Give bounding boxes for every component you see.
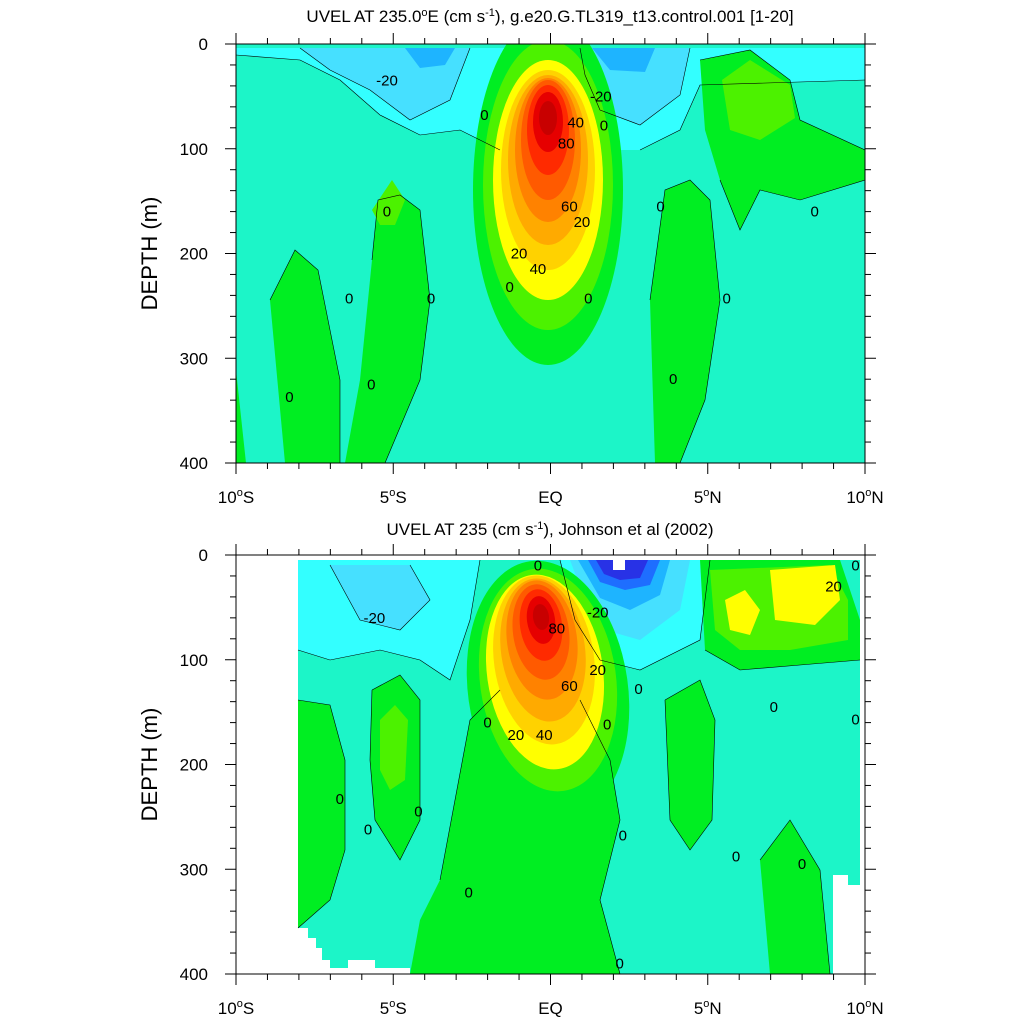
contour-lines-bottom — [297, 559, 861, 974]
contour-label: 0 — [656, 198, 664, 215]
contour-level-top — [539, 101, 557, 135]
y-tick-label: 400 — [180, 965, 208, 984]
contour-pos-region-top — [372, 180, 405, 225]
contour-lines-top — [236, 47, 865, 463]
contour-label: 0 — [669, 371, 677, 388]
contour-pos-region-bottom — [665, 680, 715, 850]
x-tick-label: 10oN — [846, 487, 883, 507]
y-tick-label: 100 — [180, 651, 208, 670]
contour-label: 0 — [345, 291, 353, 308]
contour-neg-region-top — [405, 48, 455, 68]
euc-core-top — [473, 44, 623, 365]
contour-label: 40 — [567, 115, 584, 132]
contour-label: 0 — [619, 828, 627, 845]
contour-label: 0 — [603, 717, 611, 734]
x-tick-label: 10oS — [218, 487, 254, 507]
contour-label: 0 — [851, 711, 859, 728]
contour-label: 80 — [558, 136, 575, 153]
contour-pos-region-top — [650, 180, 720, 463]
missing-data-region — [613, 560, 625, 570]
y-tick-label: 0 — [199, 546, 208, 565]
contour-label: 40 — [530, 261, 547, 278]
contour-pos-region-bottom — [770, 565, 840, 625]
contour-label: 0 — [383, 204, 391, 221]
x-tick-label: 10oN — [846, 998, 883, 1018]
contour-label: 0 — [465, 884, 473, 901]
panel-bottom: UVEL AT 235 (cm s-1), Johnson et al (200… — [236, 520, 865, 974]
contour-pos-region-bottom — [298, 700, 345, 928]
contour-label: 0 — [534, 557, 542, 574]
contour-label: 0 — [851, 557, 859, 574]
contour-label: 20 — [511, 246, 528, 263]
contour-label: 20 — [589, 662, 606, 679]
contour-label: 0 — [634, 681, 642, 698]
x-tick-label: 5oS — [380, 998, 407, 1018]
y-axis-label: DEPTH (m) — [137, 197, 162, 311]
chart-title-bottom: UVEL AT 235 (cm s-1), Johnson et al (200… — [387, 520, 714, 539]
contour-label: -20 — [376, 73, 398, 90]
euc-core-bottom — [466, 560, 630, 820]
contour-label: -20 — [364, 610, 386, 627]
contour-label: 20 — [574, 214, 591, 231]
contour-label: 0 — [285, 389, 293, 406]
y-tick-label: 300 — [180, 860, 208, 879]
contour-label: 80 — [548, 620, 565, 637]
contour-pos-region-top — [345, 195, 430, 463]
contour-label: 0 — [600, 118, 608, 135]
y-tick-label: 300 — [180, 349, 208, 368]
contour-pos-region-top — [722, 60, 795, 140]
chart-title-top: UVEL AT 235.0oE (cm s-1), g.e20.G.TL319_… — [306, 7, 793, 26]
contour-label: 0 — [732, 849, 740, 866]
contour-label: 0 — [483, 715, 491, 732]
contour-pos-region-top — [270, 250, 340, 463]
contour-neg-region-top — [592, 48, 655, 72]
contour-pos-region-bottom — [725, 590, 760, 635]
y-tick-label: 100 — [180, 140, 208, 159]
contour-label: 0 — [505, 279, 513, 296]
contour-label: 40 — [536, 727, 553, 744]
contour-label: 0 — [584, 291, 592, 308]
contour-pos-region-bottom — [760, 820, 830, 974]
contour-label: 0 — [811, 204, 819, 221]
contour-label: 0 — [798, 856, 806, 873]
contour-label: 60 — [561, 198, 578, 215]
contour-label: -20 — [590, 88, 612, 105]
contour-label: 0 — [336, 791, 344, 808]
y-tick-label: 200 — [180, 245, 208, 264]
y-axis-label: DEPTH (m) — [137, 708, 162, 822]
contour-label: 0 — [364, 821, 372, 838]
contour-neg-region-bottom — [330, 565, 430, 630]
y-tick-label: 200 — [180, 756, 208, 775]
x-tick-label: 10oS — [218, 998, 254, 1018]
contour-label: 0 — [367, 376, 375, 393]
contour-label: 0 — [427, 291, 435, 308]
contour-label: 0 — [770, 699, 778, 716]
y-tick-label: 0 — [199, 35, 208, 54]
x-tick-label: EQ — [538, 488, 563, 507]
contour-field-bottom — [236, 555, 865, 974]
x-tick-label: 5oS — [380, 487, 407, 507]
x-tick-label: EQ — [538, 999, 563, 1018]
contour-label: 0 — [480, 107, 488, 124]
contour-field-top — [236, 44, 865, 463]
contour-level-bottom — [532, 604, 550, 630]
contour-label: 0 — [722, 291, 730, 308]
contour-label: 0 — [616, 956, 624, 973]
panel-top: UVEL AT 235.0oE (cm s-1), g.e20.G.TL319_… — [236, 7, 865, 463]
contour-label: -20 — [587, 605, 609, 622]
contour-label: 20 — [825, 578, 842, 595]
contour-label: 60 — [561, 678, 578, 695]
contour-label: 20 — [508, 727, 525, 744]
x-tick-label: 5oN — [694, 998, 722, 1018]
contour-pos-region-top — [236, 370, 246, 463]
contour-pos-region-bottom — [380, 705, 408, 790]
x-tick-label: 5oN — [694, 487, 722, 507]
y-tick-label: 400 — [180, 454, 208, 473]
contour-label: 0 — [414, 804, 422, 821]
